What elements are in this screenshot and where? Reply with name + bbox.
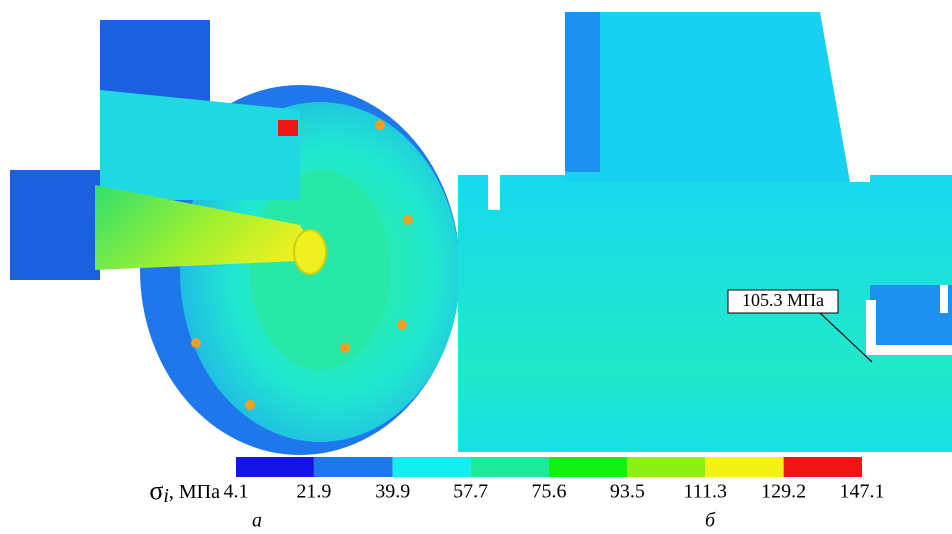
section-view [458, 12, 952, 452]
colorbar-tick-label: 75.6 [532, 481, 567, 503]
colorbar-tick-label: 111.3 [684, 481, 728, 503]
page: 105.3 МПа 4.1 21.9 39.9 57.7 75.6 93.5 111.3 12… [0, 0, 952, 534]
colorbar-label: σi, МПа [149, 476, 220, 507]
colorbar-segment [705, 457, 783, 477]
colorbar-segment [471, 457, 549, 477]
label-unit: , МПа [169, 481, 220, 503]
colorbar-segment [314, 457, 393, 477]
caption: а [252, 510, 262, 532]
figure: 105.3 МПа 4.1 21.9 39.9 57.7 75.6 93.5 111.3 12… [0, 0, 952, 534]
label-symbol: σ [149, 476, 163, 505]
annotation-text: 105.3 МПа [742, 290, 824, 310]
colorbar: 4.1 21.9 39.9 57.7 75.6 93.5 111.3 129.2 147.1 [224, 457, 885, 503]
colorbar-tick-label: 129.2 [761, 481, 806, 503]
colorbar-tick-label: 57.7 [453, 481, 488, 503]
colorbar-tick-label: 21.9 [296, 481, 331, 503]
colorbar-segment [236, 457, 314, 477]
colorbar-segment [627, 457, 705, 477]
colorbar-tick-label: 93.5 [610, 481, 645, 503]
colorbar-tick-label: 147.1 [840, 481, 885, 503]
colorbar-segment [784, 457, 862, 477]
caption: б [705, 510, 716, 532]
colorbar-tick-label: 4.1 [224, 481, 249, 503]
colorbar-tick-label: 39.9 [375, 481, 410, 503]
model-3d [10, 20, 460, 455]
colorbar-segment [549, 457, 627, 477]
colorbar-segment [393, 457, 471, 477]
